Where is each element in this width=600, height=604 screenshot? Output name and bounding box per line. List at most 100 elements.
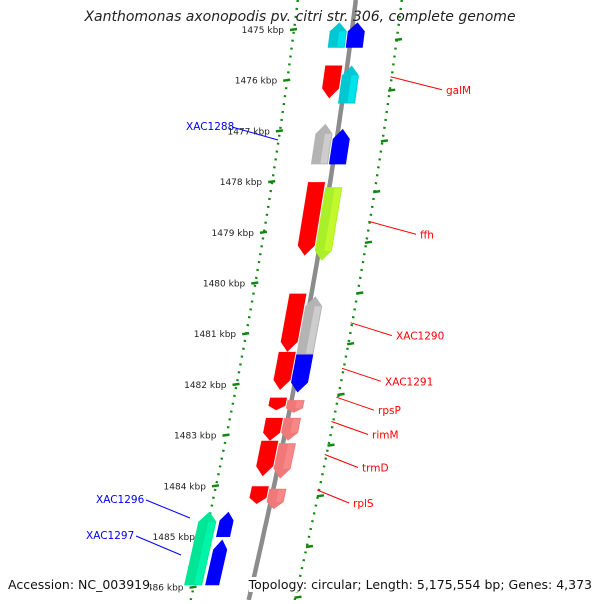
tick-label: 1484 kbp — [164, 482, 207, 492]
label-leader-line — [341, 367, 382, 382]
gene-arrow — [268, 397, 288, 411]
gene-arrow-highlight — [290, 294, 306, 342]
tick-track-inner — [189, 0, 299, 601]
gene-arrow — [285, 400, 305, 413]
tick-mark — [394, 37, 403, 42]
tick-mark — [372, 189, 381, 194]
label-leader-line — [135, 535, 182, 556]
gene-arrow-highlight — [331, 66, 342, 89]
label-leader-line — [368, 220, 417, 235]
gene-arrow — [266, 488, 287, 510]
tick-label: 1476 kbp — [235, 77, 278, 87]
gene-label: rimM — [372, 430, 399, 442]
tick-mark — [251, 281, 259, 285]
tick-label: 1478 kbp — [220, 178, 263, 188]
gene-label: XAC1291 — [385, 376, 433, 388]
gene-arrow-highlight — [223, 520, 233, 536]
gene-arrow — [314, 187, 343, 261]
gene-arrow-highlight — [258, 487, 268, 498]
gene-arrow — [291, 354, 314, 393]
gene-label: XAC1296 — [96, 494, 145, 506]
tick-mark — [189, 585, 197, 589]
gene-arrow — [296, 296, 323, 355]
gene-arrow-highlight — [320, 133, 332, 164]
gene-arrow-highlight — [300, 355, 313, 383]
gene-arrow-highlight — [338, 138, 349, 164]
gene-arrow — [297, 182, 326, 256]
tick-label: 1482 kbp — [184, 381, 227, 391]
gene-arrow-highlight — [265, 441, 278, 467]
tick-mark — [241, 331, 250, 336]
topology-text: Topology: circular; Length: 5,175,554 bp… — [248, 577, 592, 592]
label-leader-line — [331, 421, 369, 436]
gene-arrow-highlight — [337, 31, 346, 47]
tick-mark — [259, 230, 268, 235]
tick-mark — [364, 240, 373, 245]
gene-arrow-highlight — [213, 549, 227, 585]
gene-arrow-highlight — [194, 521, 216, 585]
gene-arrow — [281, 417, 301, 441]
tick-mark — [388, 88, 396, 92]
gene-arrow — [322, 65, 343, 99]
tick-mark — [356, 291, 364, 295]
tick-label: 1475 kbp — [242, 26, 285, 36]
label-leader-line — [324, 454, 359, 468]
tick-mark — [267, 179, 276, 184]
gene-arrow-highlight — [307, 183, 324, 246]
gene-arrow — [273, 443, 296, 479]
tick-label: 1477 kbp — [227, 127, 270, 137]
gene-arrow-highlight — [355, 31, 364, 47]
tick-mark — [316, 494, 325, 498]
tick-label: 1481 kbp — [194, 330, 237, 340]
tick-label: 1485 kbp — [153, 533, 196, 543]
gene-arrow-highlight — [275, 489, 286, 502]
gene-arrow-highlight — [283, 444, 295, 469]
tick-mark — [380, 139, 389, 143]
gene-arrow — [184, 511, 217, 586]
gene-arrow-highlight — [347, 75, 358, 103]
tick-mark — [294, 595, 302, 599]
gene-arrow — [327, 22, 347, 48]
gene-label: XAC1290 — [396, 331, 444, 343]
gene-arrow-highlight — [295, 401, 304, 409]
gene-arrow — [273, 351, 296, 390]
gene-arrow — [205, 539, 228, 586]
genome-title: Xanthomonas axonopodis pv. citri str. 30… — [84, 9, 516, 25]
tick-mark — [327, 443, 335, 447]
tick-mark — [283, 78, 291, 82]
label-leader-line — [350, 322, 393, 337]
gene-arrow — [345, 22, 365, 48]
gene-label: XAC1297 — [86, 530, 134, 542]
label-leader-line — [145, 499, 191, 519]
gene-arrow-highlight — [272, 418, 282, 433]
gene-arrow — [216, 511, 234, 537]
gene-arrow — [256, 440, 279, 477]
gene-arrow — [310, 123, 333, 165]
gene-arrow-highlight — [324, 188, 342, 251]
gene-arrow — [263, 417, 283, 441]
gene-label: trmD — [362, 462, 389, 474]
gene-arrow-highlight — [282, 352, 295, 380]
gene-arrow — [338, 65, 359, 104]
tick-label: 1480 kbp — [203, 280, 246, 290]
tick-label: 1486 kbp — [141, 584, 184, 594]
gene-label: rpsP — [378, 405, 401, 417]
tick-mark — [275, 129, 284, 133]
tick-label: 1483 kbp — [174, 432, 217, 442]
label-leader-line — [390, 76, 443, 91]
gene-label: rplS — [353, 498, 374, 510]
tick-mark — [289, 27, 298, 32]
gene-label: galM — [446, 85, 471, 97]
gene-arrow — [328, 128, 350, 165]
gene-arrow — [280, 293, 307, 352]
tick-mark — [222, 433, 230, 437]
gene-arrow-highlight — [277, 398, 286, 406]
gene-label: ffh — [420, 229, 434, 241]
tick-mark — [337, 392, 345, 397]
gene-arrow-highlight — [305, 306, 322, 354]
tick-mark — [232, 382, 240, 387]
label-leader-line — [317, 489, 350, 504]
tick-label: 1479 kbp — [212, 229, 255, 239]
